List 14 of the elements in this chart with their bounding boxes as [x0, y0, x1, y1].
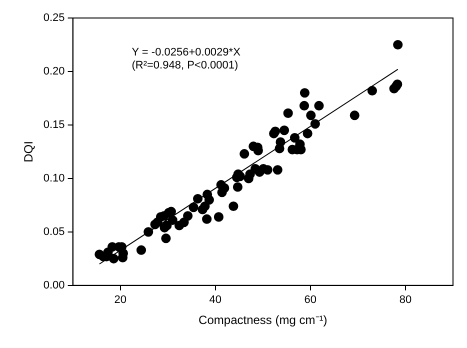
y-tick-label: 0.20	[43, 66, 65, 78]
annotation: Y = -0.0256+0.0029*X	[132, 46, 242, 59]
y-tick-label: 0.05	[43, 226, 65, 238]
y-tick-label: 0.10	[43, 172, 65, 184]
x-tick-label: 40	[209, 294, 222, 306]
y-tick-label: 0.15	[43, 118, 65, 131]
x-tick-label: 60	[304, 294, 317, 306]
x-tick-label: 80	[399, 294, 412, 306]
y-axis-title: DQI	[22, 141, 36, 162]
y-tick-label: 0.25	[43, 12, 65, 24]
x-tick-label: 20	[114, 294, 126, 306]
x-axis-title: Compactness (mg cm⁻¹)	[198, 313, 328, 328]
y-tick-label: 0.00	[43, 279, 65, 292]
annotation: (R²=0.948, P<0.0001)	[132, 60, 238, 72]
